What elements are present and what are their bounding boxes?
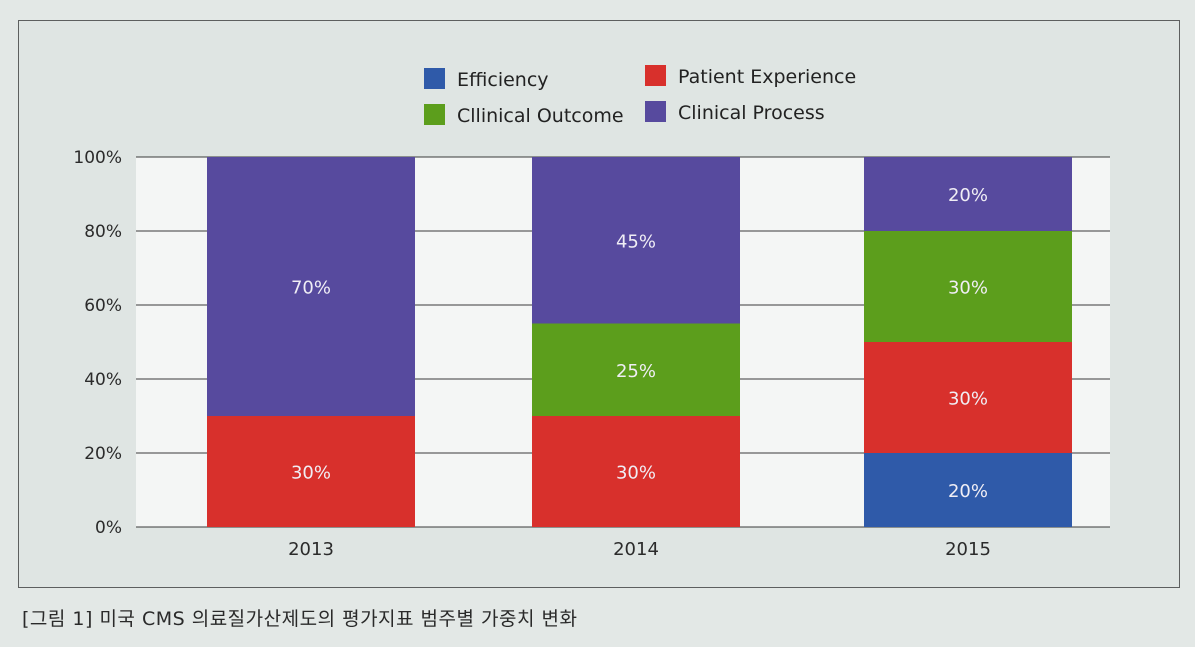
legend-label: Patient Experience (678, 66, 856, 88)
data-label: 30% (948, 278, 988, 299)
legend-label: Clinical Process (678, 102, 825, 124)
bar-segment-cllinical-outcome (532, 323, 740, 416)
y-tick-label: 100% (73, 148, 122, 168)
data-label: 30% (616, 463, 656, 484)
data-label: 25% (616, 361, 656, 382)
data-label: 30% (291, 463, 331, 484)
legend-swatch (645, 101, 666, 122)
y-tick-label: 20% (84, 444, 122, 464)
data-label: 30% (948, 389, 988, 410)
legend-item-patient-experience: Patient Experience (645, 65, 856, 88)
x-tick-label: 2015 (945, 539, 991, 560)
legend-swatch (645, 65, 666, 86)
y-tick-label: 0% (95, 518, 122, 538)
data-label: 45% (616, 231, 656, 252)
legend-item-clinical-process: Clinical Process (645, 101, 825, 124)
data-label: 70% (291, 278, 331, 299)
stacked-bar-chart: 0% 20% 40% 60% 80% 100% 30% 70% 2013 30% 25% 45% 201… (73, 65, 1110, 560)
legend-swatch (424, 68, 445, 89)
legend-swatch (424, 104, 445, 125)
bar-segment-patient-experience (532, 416, 740, 527)
legend-label: Efficiency (457, 69, 549, 91)
bar-segment-clinical-process (864, 157, 1072, 231)
legend-item-cllinical-outcome: Cllinical Outcome (424, 104, 624, 127)
data-label: 20% (948, 481, 988, 502)
bar-segment-clinical-process (532, 157, 740, 324)
bar-segment-patient-experience (864, 342, 1072, 453)
x-tick-label: 2014 (613, 539, 659, 560)
y-tick-label: 80% (84, 222, 122, 242)
bar-segment-patient-experience (207, 416, 415, 527)
bar-segment-clinical-process (207, 157, 415, 416)
legend-label: Cllinical Outcome (457, 105, 624, 127)
data-label: 20% (948, 185, 988, 206)
bar-segment-cllinical-outcome (864, 231, 1072, 342)
bar-segment-efficiency (864, 453, 1072, 527)
y-tick-label: 40% (84, 370, 122, 390)
y-tick-label: 60% (84, 296, 122, 316)
legend-item-efficiency: Efficiency (424, 68, 549, 91)
figure-caption: [그림 1] 미국 CMS 의료질가산제도의 평가지표 범주별 가중치 변화 (22, 608, 578, 630)
x-tick-label: 2013 (288, 539, 334, 560)
